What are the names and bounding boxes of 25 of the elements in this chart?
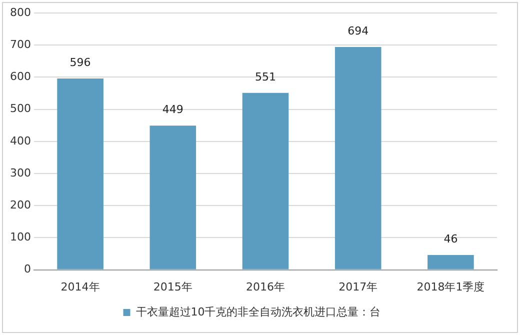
x-tick-label: 2015年 — [153, 280, 192, 294]
x-tick-label: 2017年 — [338, 280, 378, 294]
y-tick-label: 500 — [10, 102, 31, 116]
y-tick-label: 100 — [10, 230, 31, 244]
legend-label: 干衣量超过10千克的非全自动洗衣机进口总量：台 — [136, 305, 381, 318]
x-tick-label: 2018年1季度 — [416, 280, 485, 294]
data-label: 46 — [444, 232, 458, 246]
data-label: 551 — [255, 70, 276, 84]
y-tick-label: 400 — [10, 134, 31, 148]
x-tick-label: 2016年 — [246, 280, 285, 294]
y-tick-label: 200 — [10, 198, 31, 212]
x-tick-label: 2014年 — [60, 280, 100, 294]
y-tick-label: 300 — [10, 166, 31, 180]
bar — [242, 92, 289, 270]
bar — [150, 126, 196, 270]
y-tick-label: 800 — [10, 6, 31, 19]
y-tick-label: 700 — [10, 38, 31, 51]
data-label: 596 — [70, 56, 91, 69]
y-tick-label: 600 — [10, 70, 31, 84]
y-tick-label: 0 — [24, 262, 31, 276]
data-label: 449 — [162, 103, 184, 116]
bar — [334, 47, 382, 270]
data-label: 694 — [348, 24, 369, 38]
bar — [57, 78, 104, 270]
bar — [428, 255, 474, 270]
